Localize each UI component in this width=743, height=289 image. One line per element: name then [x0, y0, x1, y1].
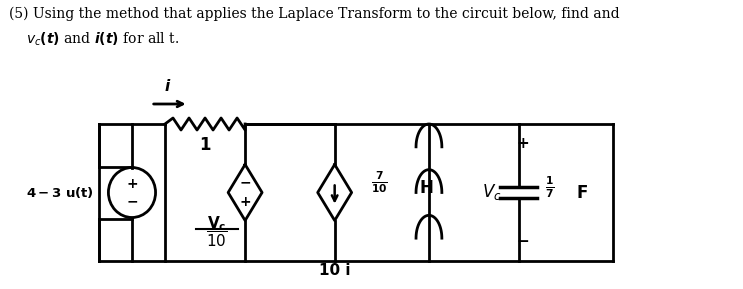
Text: $\mathbf{\frac{1}{7}}$: $\mathbf{\frac{1}{7}}$ — [545, 175, 554, 200]
Text: $\mathbf{4-3\ u(t)}$: $\mathbf{4-3\ u(t)}$ — [25, 185, 94, 200]
Text: F: F — [577, 184, 588, 201]
Text: +: + — [126, 177, 137, 190]
Text: $V_c$: $V_c$ — [482, 182, 502, 203]
Text: −: − — [239, 175, 251, 190]
Text: −: − — [126, 194, 137, 208]
Text: +: + — [239, 195, 251, 210]
Text: $\overline{10}$: $\overline{10}$ — [206, 231, 227, 251]
Text: (5) Using the method that applies the Laplace Transform to the circuit below, fi: (5) Using the method that applies the La… — [10, 7, 620, 21]
Text: $\mathbf{V_c}$: $\mathbf{V_c}$ — [207, 214, 227, 233]
Text: 10 i: 10 i — [319, 263, 351, 278]
Text: $\mathbf{\frac{7}{10}}$: $\mathbf{\frac{7}{10}}$ — [372, 170, 389, 195]
Text: $\boldsymbol{v_c(t)}$ and $\boldsymbol{i(t)}$ for all t.: $\boldsymbol{v_c(t)}$ and $\boldsymbol{i… — [27, 31, 180, 48]
Text: +: + — [517, 136, 530, 151]
Text: H: H — [420, 179, 433, 197]
Text: −: − — [517, 234, 530, 249]
Text: i: i — [164, 79, 169, 94]
Text: 1: 1 — [199, 136, 211, 154]
